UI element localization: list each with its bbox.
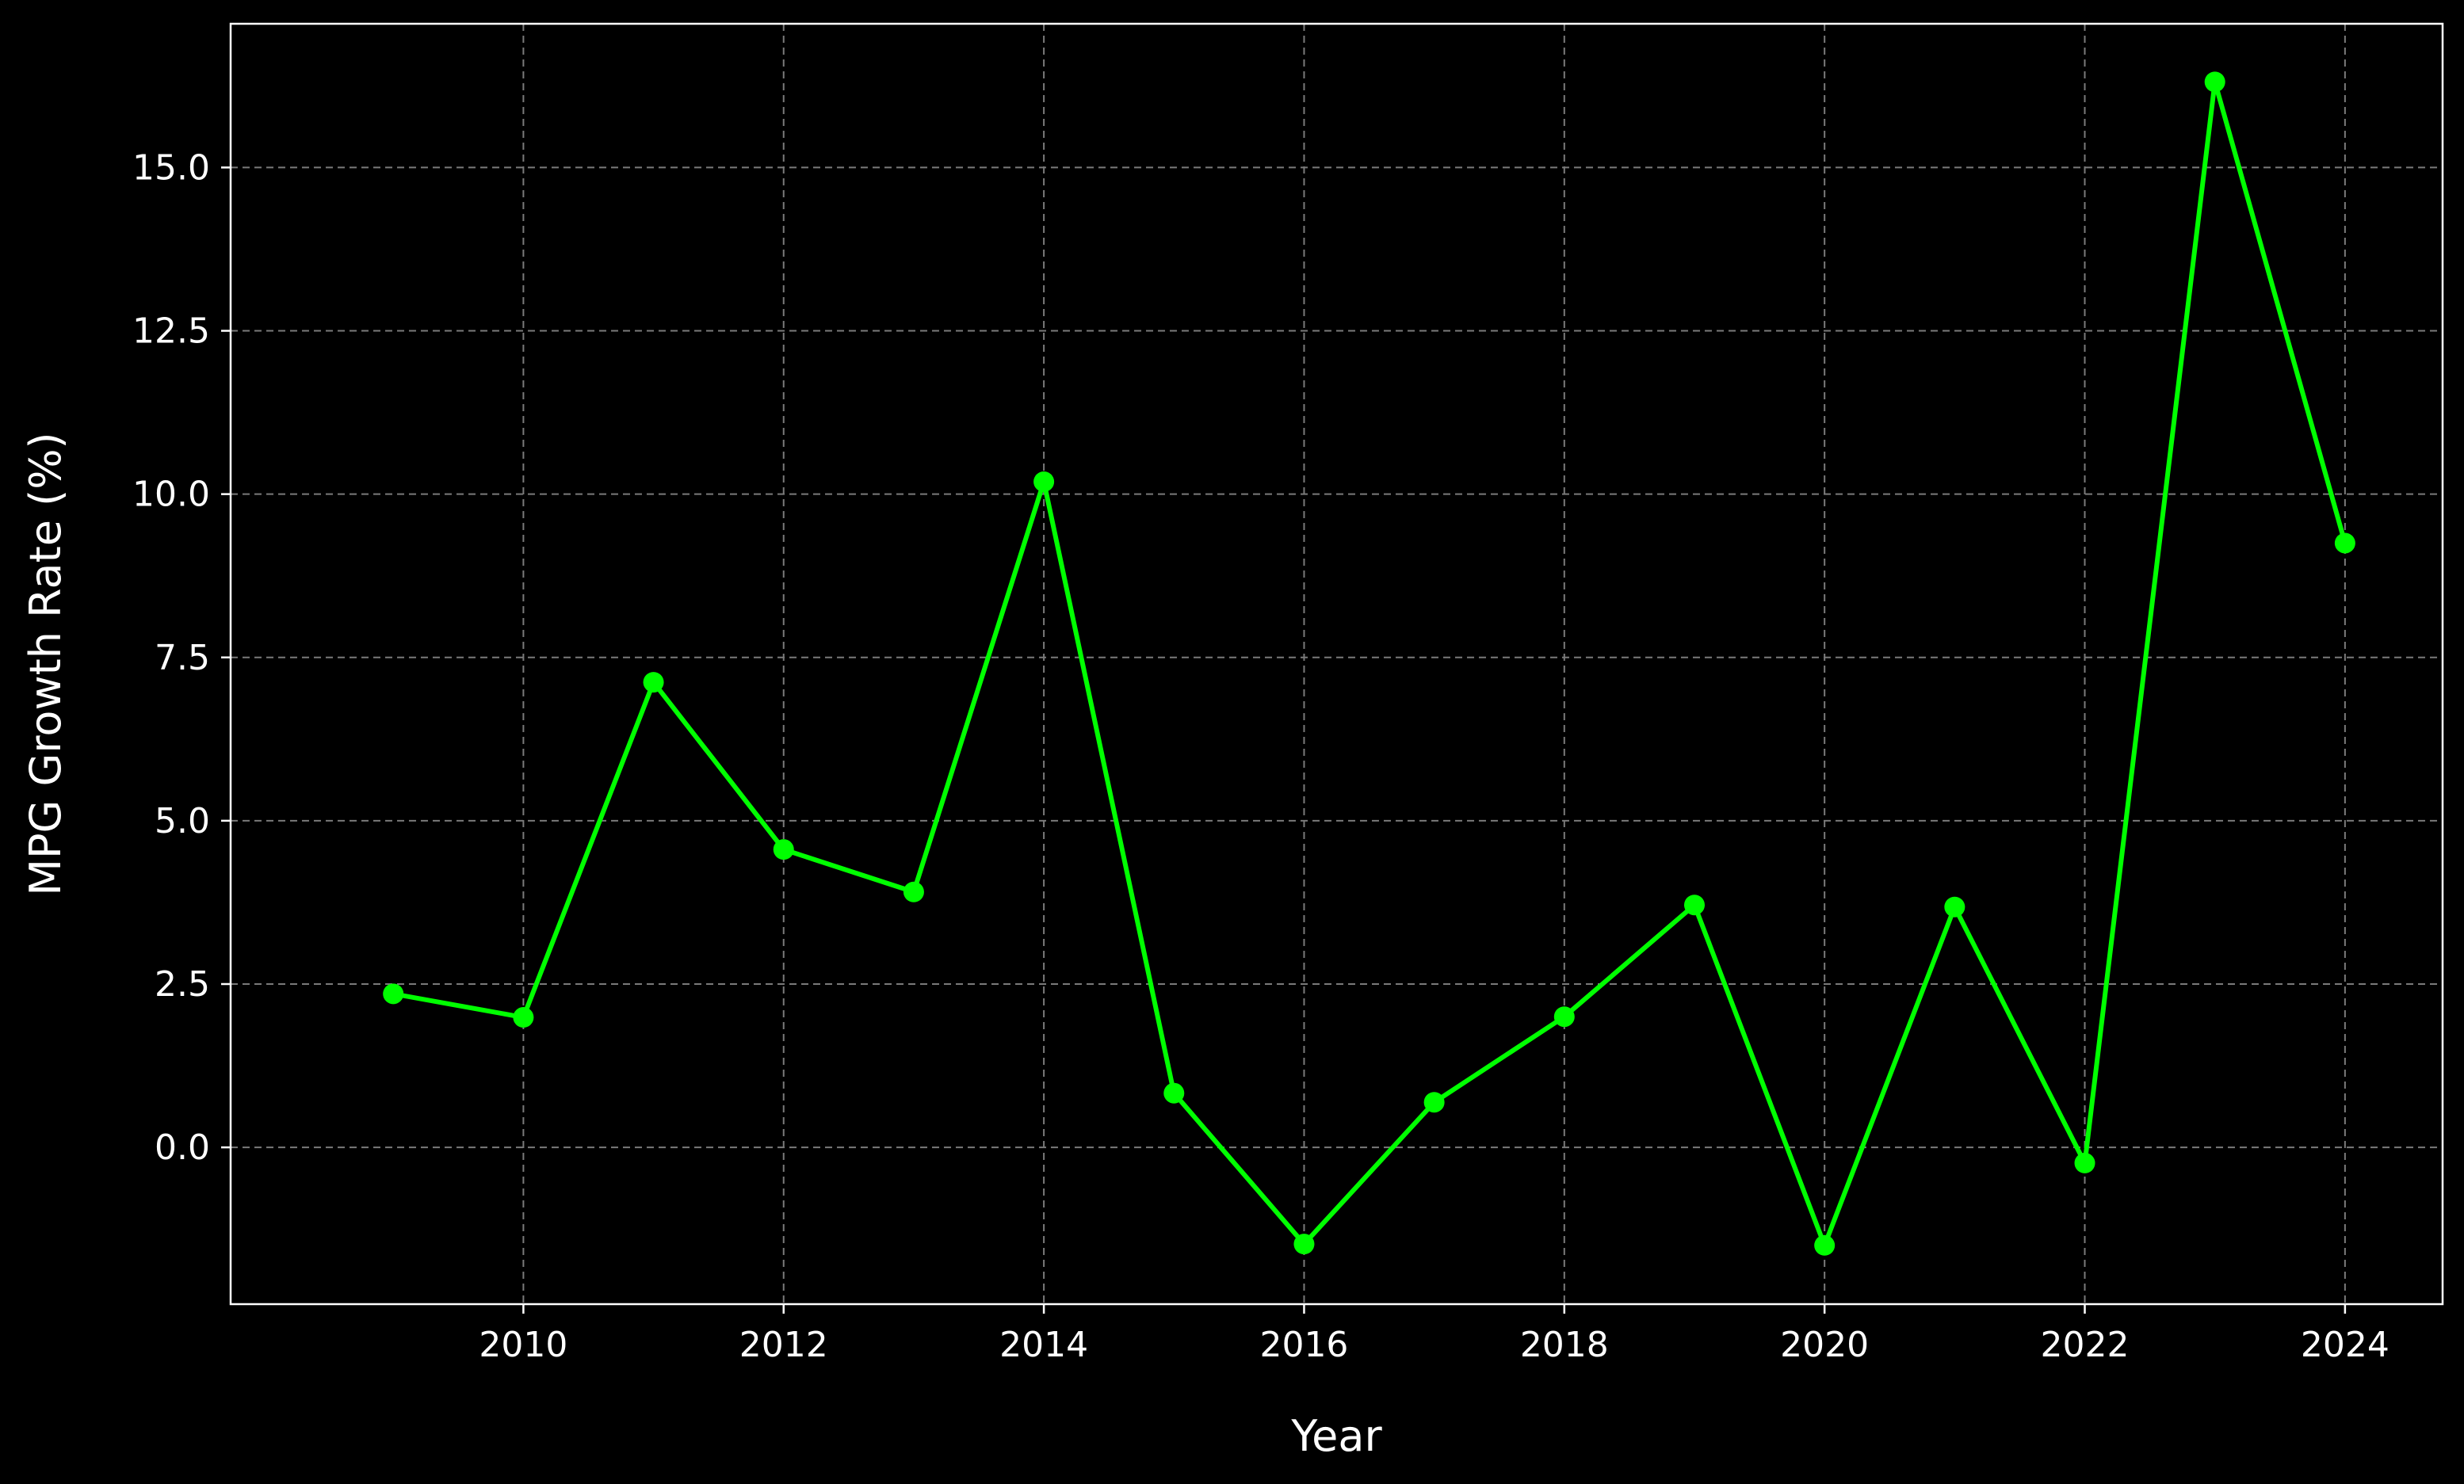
x-tick-label: 2022: [2041, 1325, 2130, 1365]
y-tick-label: 12.5: [132, 311, 210, 352]
x-tick-label: 2018: [1520, 1325, 1609, 1365]
series-line: [391, 79, 2347, 1248]
data-point: [2334, 532, 2355, 554]
x-tick-label: 2014: [999, 1325, 1088, 1365]
data-point: [2204, 71, 2225, 93]
y-tick-label: 10.0: [132, 475, 210, 515]
data-point: [773, 839, 794, 860]
data-point: [1683, 895, 1705, 916]
x-tick-label: 2010: [479, 1325, 567, 1365]
data-point: [1423, 1092, 1445, 1113]
y-axis-title: MPG Growth Rate (%): [21, 432, 71, 895]
data-point: [1553, 1006, 1575, 1028]
x-axis-title: Year: [1290, 1411, 1382, 1461]
y-tick-label: 2.5: [155, 964, 210, 1005]
x-tick-label: 2016: [1259, 1325, 1348, 1365]
series-layer: [383, 71, 2355, 1256]
data-point: [2074, 1152, 2095, 1173]
x-tick-label: 2012: [739, 1325, 828, 1365]
y-tick-label: 15.0: [132, 147, 210, 188]
data-point: [1033, 471, 1055, 492]
y-tick-label: 0.0: [155, 1127, 210, 1168]
data-point: [513, 1007, 534, 1028]
data-point: [1814, 1234, 1836, 1256]
x-tick-label: 2024: [2301, 1325, 2390, 1365]
axis-ticks: 2010 2012 2014 2016 2018 2020 2022 2024 0.0 2.5 5.…: [132, 147, 2390, 1365]
y-tick-label: 7.5: [155, 638, 210, 678]
plot-frame: [229, 22, 2444, 1306]
x-tick-label: 2020: [1780, 1325, 1869, 1365]
data-point: [1293, 1234, 1315, 1255]
data-point: [1944, 896, 1965, 917]
y-tick-label: 5.0: [155, 801, 210, 841]
data-point: [1163, 1082, 1185, 1104]
data-point: [643, 672, 664, 693]
data-point: [903, 881, 924, 902]
data-point: [383, 983, 404, 1005]
